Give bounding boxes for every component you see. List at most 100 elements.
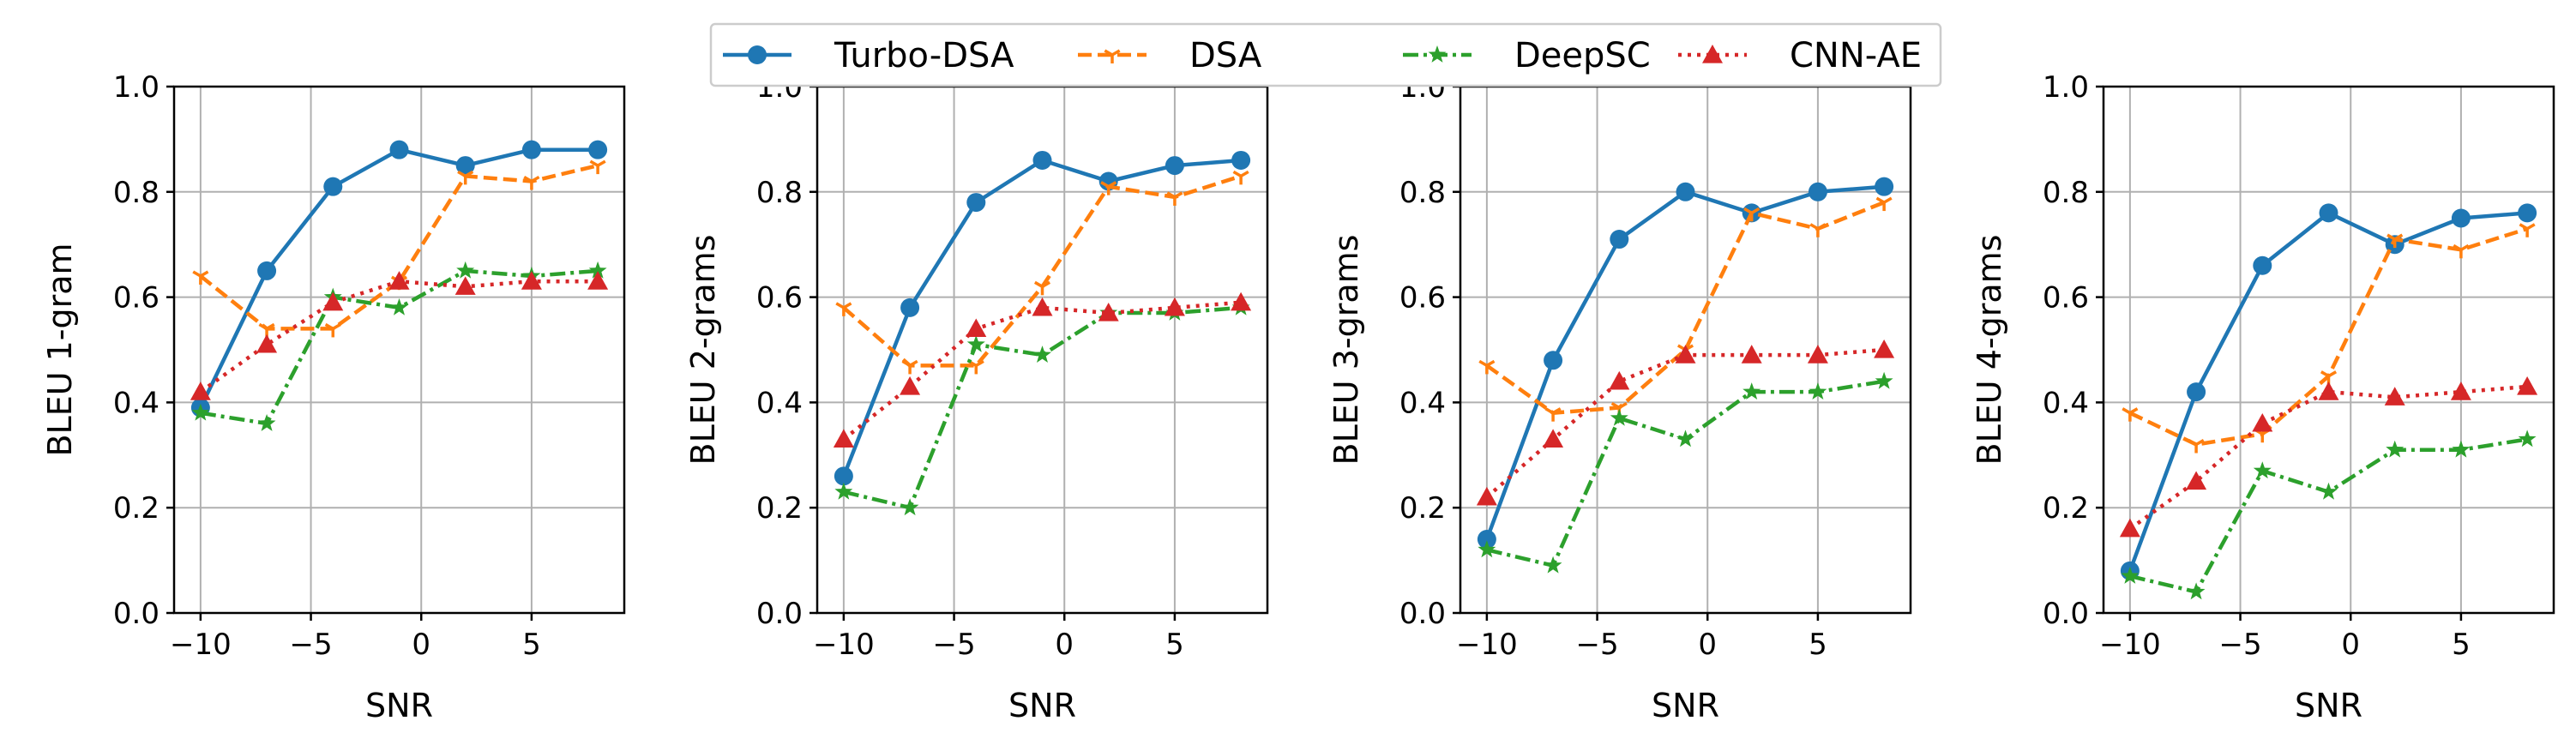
data-point-cnn-ae <box>966 318 987 338</box>
data-point-dsa-arm <box>589 159 599 167</box>
data-point-dsa-arm <box>2519 223 2528 231</box>
data-point-turbo-dsa <box>834 466 853 486</box>
data-point-dsa-arm <box>1743 207 1753 214</box>
data-point-turbo-dsa <box>966 193 986 213</box>
data-point-cnn-ae <box>190 382 211 400</box>
data-point-dsa <box>2519 223 2536 237</box>
x-axis-label: SNR <box>2295 687 2362 724</box>
data-point-dsa-arm <box>457 170 466 177</box>
x-tick-label: 0 <box>2341 628 2360 662</box>
data-point-dsa-arm <box>2188 439 2197 447</box>
y-tick-label: 0.2 <box>2043 491 2089 526</box>
y-tick-label: 0.2 <box>113 491 159 526</box>
data-point-dsa <box>1875 196 1893 212</box>
data-point-dsa-arm <box>2195 439 2205 447</box>
data-point-cnn-ae <box>2517 376 2538 395</box>
data-point-dsa-arm <box>2460 243 2470 251</box>
y-tick-label: 0.4 <box>756 386 803 420</box>
legend-label-dsa: DSA <box>1189 36 1262 75</box>
y-tick-label: 0.8 <box>756 176 803 210</box>
data-point-cnn-ae <box>1231 291 1252 311</box>
data-point-dsa <box>2188 439 2205 454</box>
data-point-cnn-ae <box>454 276 476 295</box>
plot-frame <box>172 85 626 615</box>
data-point-dsa-arm <box>2393 233 2404 241</box>
data-point-dsa-arm <box>843 302 852 309</box>
data-point-dsa <box>1478 359 1496 375</box>
data-point-cnn-ae <box>2119 518 2140 538</box>
data-point-dsa-arm <box>2327 370 2338 378</box>
data-point-turbo-dsa <box>1808 182 1827 201</box>
data-point-turbo-dsa <box>1875 177 1894 196</box>
data-point-cnn-ae <box>1609 370 1630 390</box>
data-point-cnn-ae <box>322 291 344 311</box>
y-tick-label: 0.6 <box>1399 281 1446 315</box>
data-point-deepsc <box>2187 582 2206 600</box>
y-tick-label: 0.8 <box>113 176 159 210</box>
data-point-deepsc <box>191 403 210 421</box>
y-axis-label: BLEU 1-gram <box>41 243 79 456</box>
legend-label-cnn-ae: CNN-AE <box>1790 36 1922 75</box>
data-point-dsa-arm <box>2386 233 2396 241</box>
legend-label-deepsc: DeepSC <box>1514 36 1651 75</box>
data-point-cnn-ae <box>1675 345 1696 363</box>
data-point-deepsc <box>1544 556 1562 574</box>
data-point-deepsc <box>1478 540 1496 558</box>
data-point-dsa <box>835 302 852 316</box>
data-point-dsa-arm <box>2320 370 2330 378</box>
data-point-dsa-arm <box>1166 191 1176 199</box>
data-point-turbo-dsa <box>1477 530 1496 550</box>
legend-marker-cnn-ae <box>1702 45 1723 63</box>
data-point-dsa <box>1743 207 1760 222</box>
data-point-cnn-ae <box>256 333 278 353</box>
data-point-dsa-arm <box>1100 181 1110 189</box>
data-point-dsa-arm <box>1240 170 1249 177</box>
data-point-dsa-arm <box>1478 359 1488 367</box>
y-axis-label: BLEU 4-grams <box>1971 235 2008 466</box>
legend-label-turbo-dsa: Turbo-DSA <box>834 36 1014 75</box>
legend-marker-dsa <box>1104 49 1121 63</box>
y-tick-label: 0.6 <box>756 281 803 315</box>
data-point-deepsc <box>1033 345 1051 363</box>
data-point-deepsc <box>1809 382 1827 400</box>
x-tick-label: −5 <box>932 628 975 662</box>
data-point-dsa-arm <box>901 359 911 367</box>
data-point-dsa-arm <box>1817 223 1827 231</box>
y-axis-label: BLEU 3-grams <box>1327 235 1365 466</box>
data-point-dsa-arm <box>1883 196 1893 204</box>
data-point-dsa-arm <box>200 270 209 278</box>
data-point-deepsc <box>2253 461 2272 479</box>
data-point-cnn-ae <box>1874 339 1895 358</box>
data-point-deepsc <box>456 261 475 279</box>
x-tick-label: −10 <box>2099 628 2161 662</box>
data-point-dsa <box>192 270 209 285</box>
data-point-dsa-arm <box>1618 402 1628 410</box>
x-tick-label: −5 <box>2218 628 2261 662</box>
data-point-cnn-ae <box>2318 382 2339 400</box>
data-point-dsa-arm <box>523 176 533 183</box>
data-point-dsa <box>324 322 341 338</box>
x-tick-label: 0 <box>412 628 430 662</box>
data-point-cnn-ae <box>1164 297 1185 316</box>
data-point-dsa-arm <box>1544 407 1554 415</box>
data-point-dsa <box>2386 233 2404 249</box>
data-point-deepsc <box>1610 408 1628 426</box>
series-line-deepsc <box>2129 437 2528 594</box>
series-line-turbo-dsa <box>841 158 1242 478</box>
y-tick-label: 0.8 <box>1399 176 1446 210</box>
legend: Turbo-DSA DSA DeepSC CNN-AE <box>709 22 1942 87</box>
data-point-turbo-dsa <box>2253 255 2272 275</box>
panel-4: −10 −5 0 5 0.0 0.2 0.4 0.6 0.8 1.0 SNR BLEU 4-grams <box>1971 70 2555 724</box>
data-point-dsa-arm <box>1486 359 1496 367</box>
x-tick-label: −5 <box>1575 628 1618 662</box>
data-point-cnn-ae <box>900 376 921 395</box>
data-point-dsa-arm <box>324 322 334 330</box>
data-point-cnn-ae <box>833 429 854 448</box>
y-tick-label: 0.4 <box>1399 386 1446 420</box>
data-point-turbo-dsa <box>323 177 343 196</box>
x-tick-label: −10 <box>170 628 232 662</box>
data-point-cnn-ae <box>587 271 609 290</box>
data-point-turbo-dsa <box>2187 382 2206 402</box>
